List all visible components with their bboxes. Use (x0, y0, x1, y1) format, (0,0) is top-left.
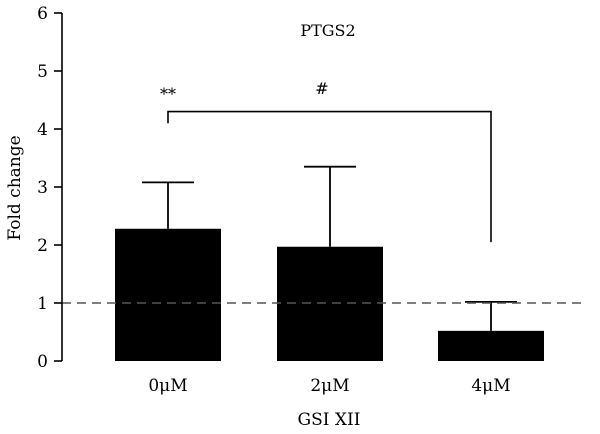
x-tick-label-0: 0μM (148, 376, 187, 396)
y-tick-label-6: 6 (37, 4, 48, 24)
significance-stars-label: ** (160, 85, 176, 104)
significance-hash-label: # (315, 79, 328, 98)
y-tick-label-4: 4 (37, 120, 48, 140)
y-tick-label-0: 0 (37, 352, 48, 372)
plot-area: 0 1 2 3 4 5 6 0μM 2μM 4μM ** # (37, 4, 582, 396)
significance-bracket (167, 110, 492, 243)
x-axis-title: GSI XII (298, 410, 361, 430)
x-tick-label-2: 4μM (471, 376, 510, 396)
x-tick-label-1: 2μM (310, 376, 349, 396)
chart-title: PTGS2 (300, 21, 355, 40)
bar-0 (115, 228, 221, 361)
y-tick-label-1: 1 (37, 294, 48, 314)
y-tick-label-3: 3 (37, 178, 48, 198)
y-axis-title: Fold change (5, 135, 25, 240)
y-tick-label-2: 2 (37, 236, 48, 256)
bar-2 (438, 330, 544, 361)
y-tick-label-5: 5 (37, 62, 48, 82)
bar-1 (277, 246, 383, 361)
